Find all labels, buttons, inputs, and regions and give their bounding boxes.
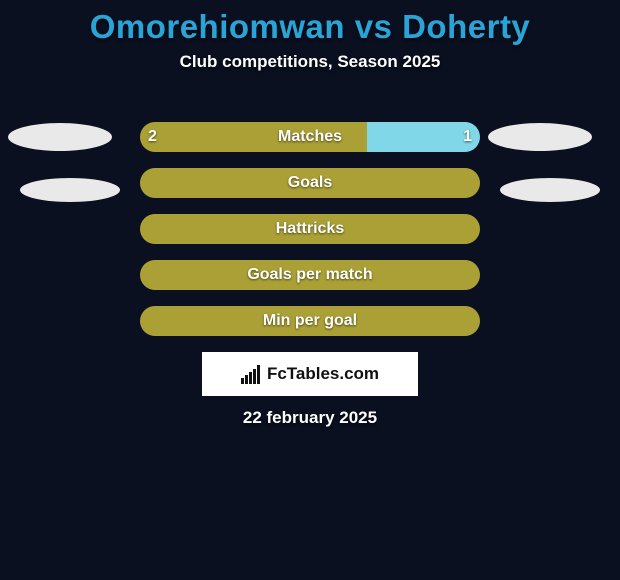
logo-mini-bar	[245, 375, 248, 384]
side-bubble	[8, 123, 112, 151]
bar-label: Goals	[140, 168, 480, 198]
comparison-infographic: Omorehiomwan vs Doherty Club competition…	[0, 0, 620, 580]
logo-mini-bar	[241, 378, 244, 384]
logo-text: FcTables.com	[267, 364, 379, 384]
side-bubble	[488, 123, 592, 151]
bar-label: Matches	[140, 122, 480, 152]
footer-date: 22 february 2025	[0, 408, 620, 428]
logo-bars-icon	[241, 365, 261, 384]
logo-mini-bar	[249, 372, 252, 384]
page-subtitle: Club competitions, Season 2025	[0, 52, 620, 72]
stat-row: Hattricks	[0, 214, 620, 244]
bar-label: Hattricks	[140, 214, 480, 244]
stat-row: Min per goal	[0, 306, 620, 336]
stat-row: Goals per match	[0, 260, 620, 290]
stat-rows: Matches2 1 Goals Hattricks Goals per match Mi…	[0, 122, 620, 352]
value-right: 1	[463, 122, 472, 152]
bar-label: Min per goal	[140, 306, 480, 336]
logo-box: FcTables.com	[202, 352, 418, 396]
value-left: 2	[148, 122, 157, 152]
side-bubble	[500, 178, 600, 202]
bar-label: Goals per match	[140, 260, 480, 290]
side-bubble	[20, 178, 120, 202]
logo-mini-bar	[253, 369, 256, 384]
logo-mini-bar	[257, 365, 260, 384]
page-title: Omorehiomwan vs Doherty	[0, 0, 620, 46]
